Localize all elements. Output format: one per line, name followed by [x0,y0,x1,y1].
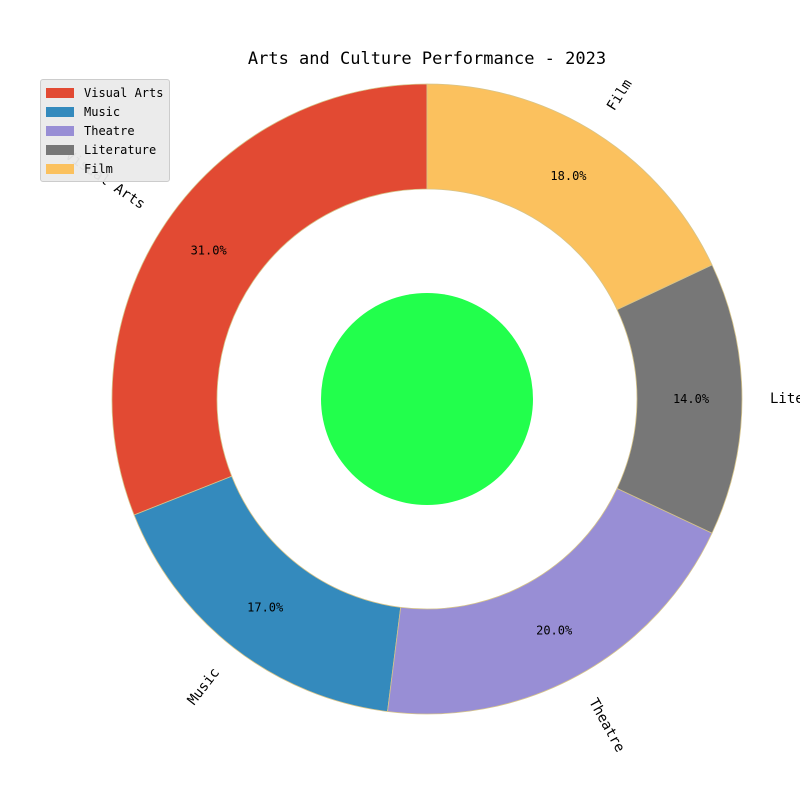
slice-film [426,83,713,311]
legend-item-music: Music [46,102,163,121]
legend-label-literature: Literature [84,142,157,157]
slices-group [111,83,743,715]
legend-swatch-theatre [46,125,74,136]
legend-label-film: Film [84,161,113,176]
percent-label-music: 17.0% [247,601,284,615]
legend-label-theatre: Theatre [84,123,135,138]
percent-label-literature: 14.0% [673,392,710,406]
slice-theatre [387,487,713,715]
slice-music [133,475,402,712]
slice-label-film: Film [604,77,636,114]
legend-label-music: Music [84,104,121,119]
slice-label-theatre: Theatre [585,696,627,755]
legend-swatch-literature [46,144,74,155]
legend-swatch-visual-arts [46,87,74,98]
slice-label-music: Music [185,665,223,708]
legend-label-visual-arts: Visual Arts [84,85,164,100]
legend-item-theatre: Theatre [46,121,163,140]
percent-label-visual-arts: 31.0% [191,244,228,258]
percent-label-theatre: 20.0% [536,623,573,637]
center-circle [321,293,533,505]
percent-label-film: 18.0% [550,169,587,183]
slice-visual-arts [111,83,428,516]
legend-item-film: Film [46,159,163,178]
legend-swatch-music [46,106,74,117]
chart-title: Arts and Culture Performance - 2023 [248,49,606,69]
legend-item-visual-arts: Visual Arts [46,83,163,102]
legend-swatch-film [46,163,74,174]
slice-label-literature: Literature [770,391,800,407]
legend: Visual Arts Music Theatre Literature Film [40,79,171,182]
legend-item-literature: Literature [46,140,163,159]
